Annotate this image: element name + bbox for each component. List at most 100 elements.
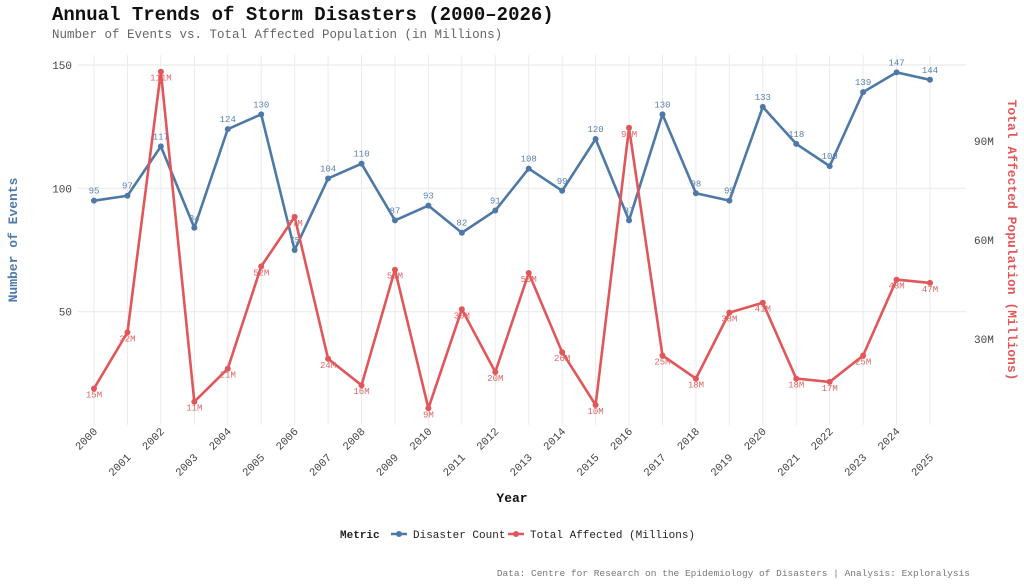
y-right-tick-label: 90M: [974, 137, 994, 149]
data-label: 21M: [220, 371, 236, 381]
data-point: [458, 306, 465, 313]
y-axis-left-label: Number of Events: [6, 177, 21, 302]
x-tick-label: 2022: [809, 426, 836, 453]
legend-label-affected: Total Affected (Millions): [530, 530, 695, 542]
series-lines: 95 97 117 84 124 130 75 104 110 87 93 82 91 108 99 120 8…: [86, 58, 938, 420]
data-point: [626, 217, 633, 224]
data-label: 41M: [755, 305, 771, 315]
data-label: 25M: [855, 358, 871, 368]
data-point: [191, 398, 198, 405]
data-label: 52M: [253, 268, 269, 278]
x-tick-label: 2002: [141, 426, 168, 453]
data-label: 39M: [454, 311, 470, 321]
data-point: [224, 126, 231, 133]
x-tick-label: 2017: [642, 452, 669, 479]
data-label: 82: [456, 219, 467, 229]
x-tick-label: 2007: [308, 452, 335, 479]
data-label: 98: [691, 179, 702, 189]
legend: Metric Disaster Count Total Affected (Mi…: [340, 530, 695, 542]
data-point: [492, 369, 499, 375]
x-tick-label: 2023: [843, 452, 870, 479]
data-label: 17M: [822, 384, 838, 394]
data-label: 25M: [654, 358, 670, 368]
data-point: [692, 375, 699, 382]
data-label: 130: [654, 100, 670, 110]
x-tick-label: 2008: [341, 426, 368, 453]
data-point: [124, 329, 131, 336]
data-label: 75: [289, 236, 300, 246]
data-label: 147: [888, 58, 904, 68]
data-label: 130: [253, 100, 269, 110]
data-point: [91, 385, 97, 392]
data-point: [826, 378, 833, 385]
data-point: [291, 247, 298, 253]
data-point: [191, 224, 198, 231]
data-label: 124: [220, 115, 236, 125]
gridlines: [78, 55, 966, 425]
data-point: [927, 76, 933, 83]
data-point: [391, 217, 398, 224]
data-point: [793, 375, 800, 382]
data-point: [759, 103, 766, 110]
x-tick-label: 2003: [174, 452, 201, 479]
x-tick-label: 2011: [442, 452, 469, 479]
data-label: 10M: [587, 407, 603, 417]
data-point: [525, 270, 532, 276]
data-point: [826, 163, 833, 170]
data-point: [291, 213, 298, 220]
caption: Data: Centre for Research on the Epidemi…: [497, 568, 970, 579]
x-tick-label: 2016: [609, 426, 636, 453]
data-label: 20M: [487, 374, 503, 384]
x-tick-label: 2019: [709, 452, 736, 479]
data-point: [860, 352, 867, 359]
data-label: 47M: [922, 285, 938, 295]
data-point: [692, 190, 699, 197]
data-label: 117: [153, 132, 169, 142]
x-tick-label: 2001: [107, 452, 134, 479]
data-label: 111M: [150, 74, 172, 84]
data-label: 95: [724, 187, 735, 197]
data-label: 24M: [320, 361, 336, 371]
x-tick-label: 2013: [508, 452, 535, 479]
data-label: 99: [557, 177, 568, 187]
data-point: [893, 69, 900, 76]
data-point: [157, 143, 164, 150]
series-line-1: [92, 70, 931, 410]
data-label: 104: [320, 164, 336, 174]
data-point: [726, 197, 733, 204]
x-tick-label: 2004: [207, 426, 234, 453]
x-tick-label: 2012: [475, 426, 502, 453]
data-label: 9M: [423, 410, 434, 420]
data-point: [726, 309, 733, 316]
data-label: 26M: [554, 354, 570, 364]
x-tick-label: 2000: [74, 426, 101, 453]
data-point: [927, 279, 933, 286]
y-left-tick-label: 100: [52, 184, 72, 196]
data-label: 118: [788, 130, 804, 140]
data-label: 32M: [119, 334, 135, 344]
data-label: 48M: [888, 282, 904, 292]
data-point: [325, 175, 332, 182]
data-point: [124, 192, 131, 199]
legend-label-count: Disaster Count: [413, 530, 505, 542]
x-tick-label: 2025: [910, 452, 937, 479]
chart-title: Annual Trends of Storm Disasters (2000–2…: [52, 4, 554, 26]
data-label: 91: [490, 197, 501, 207]
data-label: 38M: [721, 315, 737, 325]
data-point: [258, 263, 265, 270]
y-axis-right-label: Total Affected Population (Millions): [1004, 100, 1019, 381]
data-point: [592, 136, 599, 142]
data-point: [458, 229, 465, 236]
data-label: 139: [855, 78, 871, 88]
data-label: 109: [822, 152, 838, 162]
data-label: 95: [89, 187, 100, 197]
x-tick-label: 2021: [776, 452, 803, 479]
data-label: 84: [189, 214, 200, 224]
x-tick-label: 2009: [375, 452, 402, 479]
data-point: [793, 140, 800, 147]
chart-subtitle: Number of Events vs. Total Affected Popu…: [52, 28, 502, 42]
x-tick-label: 2010: [408, 426, 435, 453]
data-label: 120: [587, 125, 603, 135]
